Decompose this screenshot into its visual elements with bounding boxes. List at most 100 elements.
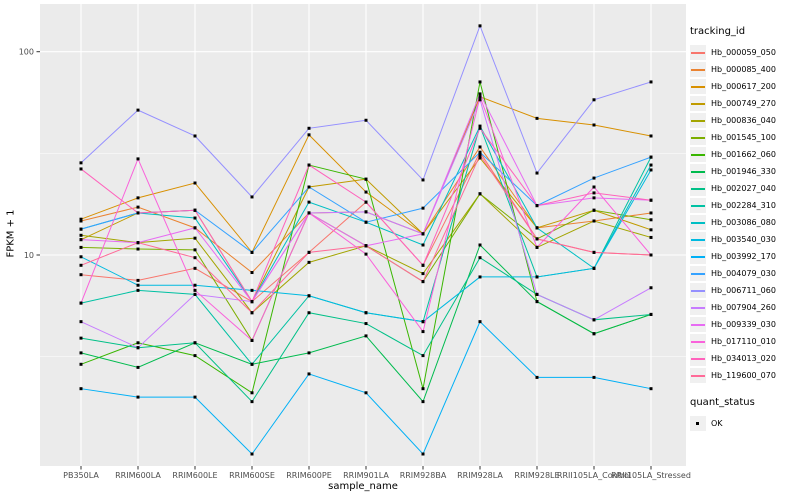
legend-item-Hb_000836_040: Hb_000836_040 [690,112,800,129]
data-point [649,134,653,138]
data-point [535,245,539,249]
legend-key-icon [690,130,706,145]
data-point [136,341,140,345]
legend-item-label: Hb_000617_200 [711,82,776,91]
data-point [421,452,425,456]
quant-ok-key-icon [690,416,706,431]
data-point [478,256,482,260]
legend-item-label: Hb_003540_030 [711,235,776,244]
data-point [592,98,596,102]
legend-item-Hb_003086_080: Hb_003086_080 [690,214,800,231]
legend-item-Hb_003540_030: Hb_003540_030 [690,231,800,248]
data-point [421,400,425,404]
data-point [307,372,311,376]
data-point [421,387,425,391]
data-point [193,236,197,240]
data-point [592,318,596,322]
data-point [79,255,83,259]
data-point [79,362,83,366]
data-point [421,263,425,267]
data-point [79,227,83,231]
x-tick-label: RRIM928LA [457,471,503,480]
data-point [364,244,368,248]
data-point [478,156,482,160]
data-point [136,395,140,399]
legend-item-Hb_009339_030: Hb_009339_030 [690,316,800,333]
data-point [478,98,482,102]
data-point [79,217,83,221]
data-point [421,320,425,324]
data-point [478,275,482,279]
legend-panel: tracking_id Hb_000059_050 Hb_000085_400 Hb… [690,26,800,432]
data-point [478,24,482,28]
x-tick-label: PB350LA [63,471,99,480]
data-point [592,123,596,127]
data-point [193,354,197,358]
legend-item-label: Hb_119600_070 [711,371,776,380]
data-point [535,171,539,175]
legend-item-label: Hb_001545_100 [711,133,776,142]
legend-key-icon [690,96,706,111]
data-point [478,92,482,96]
data-point [592,266,596,270]
legend-item-label: Hb_007904_260 [711,303,776,312]
data-point [421,206,425,210]
data-point [592,208,596,212]
data-point [193,395,197,399]
legend-item-Hb_001662_060: Hb_001662_060 [690,146,800,163]
legend-item-label: Hb_002284_310 [711,201,776,210]
data-point [478,150,482,154]
legend-item-label: Hb_034013_020 [711,354,776,363]
data-point [136,278,140,282]
data-point [136,157,140,161]
data-point [79,167,83,171]
x-tick-label: RRIM600SE [229,471,275,480]
data-point [79,273,83,277]
data-point [649,286,653,290]
data-point [307,200,311,204]
legend-item-label: Hb_000085_400 [711,65,776,74]
legend-items: Hb_000059_050 Hb_000085_400 Hb_000617_200 H… [690,44,800,384]
data-point [421,272,425,276]
data-point [535,237,539,241]
data-point [592,176,596,180]
x-axis-title: sample_name [328,481,398,492]
data-point [307,211,311,215]
legend-key-icon [690,62,706,77]
data-point [79,301,83,305]
legend-key-icon [690,300,706,315]
plot-panel [40,4,686,466]
data-point [649,218,653,222]
x-tick-label: RRIM928LE [514,471,559,480]
data-point [649,155,653,159]
data-point [478,126,482,130]
data-point [193,208,197,212]
legend-key-icon [690,283,706,298]
data-point [364,190,368,194]
data-point [478,243,482,247]
data-point [364,177,368,181]
data-point [250,400,254,404]
data-point [535,375,539,379]
legend-item-Hb_017110_010: Hb_017110_010 [690,333,800,350]
data-point [193,248,197,252]
data-point [535,292,539,296]
data-point [307,133,311,137]
data-point [193,283,197,287]
legend-key-icon [690,79,706,94]
data-point [649,312,653,316]
data-point [478,145,482,149]
x-tick-label: RRIM901LA [343,471,389,480]
data-point [421,330,425,334]
data-point [421,280,425,284]
data-point [649,253,653,257]
data-point [79,351,83,355]
x-tick-label: RRII105LA_Stressed [611,471,691,480]
legend-item-label: Hb_002027_040 [711,184,776,193]
data-point [364,200,368,204]
legend-key-icon [690,147,706,162]
data-point [535,204,539,208]
data-point [250,338,254,342]
legend-item-label: Hb_000749_270 [711,99,776,108]
data-point [250,250,254,254]
